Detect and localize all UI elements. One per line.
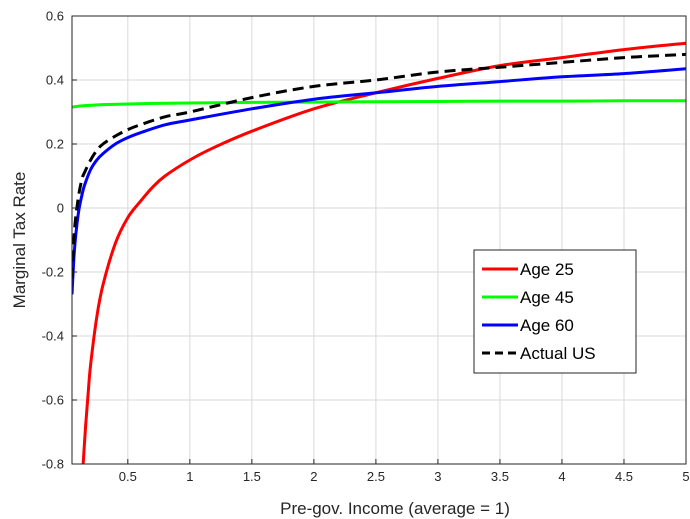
x-tick-label: 3.5: [491, 469, 509, 484]
legend-label: Actual US: [520, 344, 596, 363]
x-tick-label: 5: [682, 469, 689, 484]
y-tick-label: -0.4: [42, 329, 64, 344]
x-tick-label: 0.5: [119, 469, 137, 484]
legend-label: Age 25: [520, 260, 574, 279]
y-tick-label: 0.4: [46, 73, 64, 88]
series-line-age-60: [72, 67, 686, 295]
y-tick-label: -0.8: [42, 457, 64, 472]
x-tick-label: 4.5: [615, 469, 633, 484]
plot-frame: [71, 15, 687, 465]
legend-label: Age 45: [520, 288, 574, 307]
y-axis: -0.8 -0.6 -0.4 -0.2 0 0.2 0.4 0.6: [42, 9, 77, 472]
x-tick-label: 1: [186, 469, 193, 484]
y-tick-label: 0.6: [46, 9, 64, 24]
y-tick-label: 0.2: [46, 137, 64, 152]
series-layer: [72, 41, 686, 464]
series-line-actual-us: [72, 52, 686, 279]
x-tick-label: 3: [434, 469, 441, 484]
plot-background: [72, 16, 686, 464]
x-tick-label: 2.5: [367, 469, 385, 484]
x-axis-label: Pre-gov. Income (average = 1): [280, 499, 510, 518]
x-tick-label: 1.5: [243, 469, 261, 484]
legend: Age 25 Age 45 Age 60 Actual US: [473, 249, 637, 374]
x-axis: 0.5 1 1.5 2 2.5 3 3.5 4 4.5 5: [119, 459, 690, 484]
legend-label: Age 60: [520, 316, 574, 335]
x-tick-label: 2: [310, 469, 317, 484]
y-axis-label: Marginal Tax Rate: [10, 172, 29, 309]
y-tick-label: 0: [57, 201, 64, 216]
series-line-age-45: [72, 99, 686, 109]
y-tick-label: -0.6: [42, 393, 64, 408]
x-tick-label: 4: [558, 469, 565, 484]
y-tick-label: -0.2: [42, 265, 64, 280]
